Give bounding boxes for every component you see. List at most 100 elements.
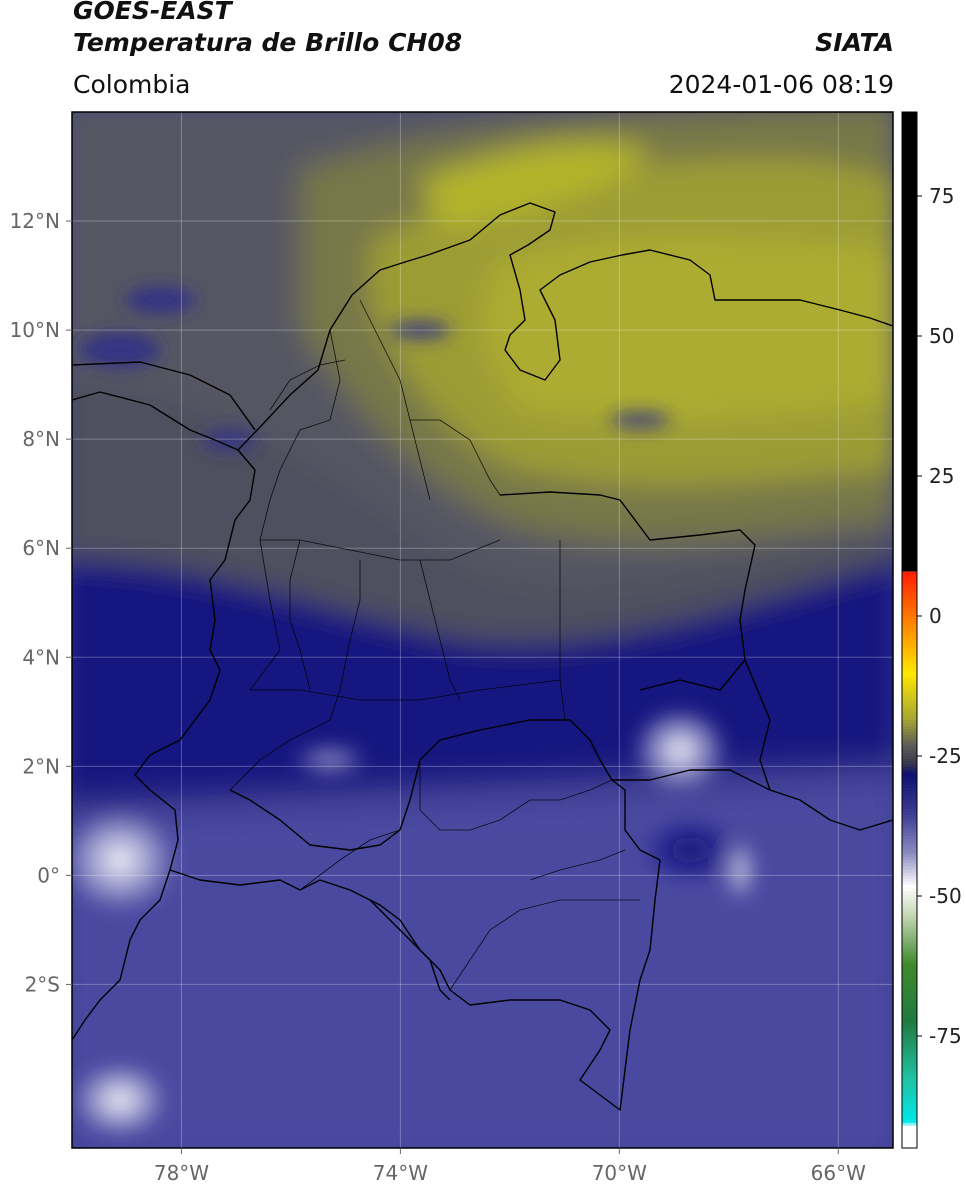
colorbar-segment — [902, 884, 917, 889]
colorbar-segment — [902, 624, 917, 629]
colorbar-segment — [902, 764, 917, 768]
colorbar-segment — [902, 710, 917, 715]
colorbar-segment — [902, 966, 917, 970]
colorbar-segment — [902, 1019, 917, 1023]
colorbar-segment — [902, 1075, 917, 1079]
map-frame — [71, 111, 894, 1149]
colorbar-segment — [902, 735, 917, 740]
colorbar-segment — [902, 860, 917, 865]
colorbar-segment — [902, 595, 917, 599]
colorbar-segment — [902, 639, 917, 644]
colorbar-tick-label: -25 — [929, 744, 962, 768]
latitude-axis: 12°N 10°N 8°N 6°N 4°N 2°N 0° 2°S — [10, 209, 72, 996]
colorbar-segment — [902, 1108, 917, 1112]
colorbar-segment — [902, 636, 917, 641]
colorbar-segment — [902, 969, 917, 973]
colorbar-segment — [902, 1069, 917, 1073]
colorbar-segment — [902, 983, 917, 988]
colorbar-segment — [902, 1013, 917, 1017]
colorbar-segment — [902, 857, 917, 861]
colorbar-segment — [902, 663, 917, 667]
colorbar-segment — [902, 933, 917, 938]
colorbar-segment — [902, 1078, 917, 1082]
organization-label: SIATA — [815, 28, 894, 57]
colorbar-segment — [902, 830, 917, 834]
lat-tick-label: 12°N — [10, 209, 60, 233]
colorbar-segment — [902, 936, 917, 941]
colorbar-segment — [902, 945, 917, 949]
colorbar-segment — [902, 948, 917, 952]
colorbar-segment — [902, 836, 917, 840]
colorbar-segment — [902, 657, 917, 661]
colorbar-segment — [902, 642, 917, 647]
colorbar-segment — [902, 586, 917, 591]
colorbar-segment — [902, 592, 917, 596]
colorbar-segment — [902, 744, 917, 749]
colorbar-segment — [902, 915, 917, 920]
colorbar-segment — [902, 778, 917, 783]
colorbar-segment — [902, 906, 917, 911]
colorbar-segment — [902, 781, 917, 786]
colorbar-segment — [902, 756, 917, 760]
colorbar-segment — [902, 875, 917, 880]
colorbar-segment — [902, 1102, 917, 1106]
colorbar-segment — [902, 601, 917, 605]
colorbar-segment — [902, 1114, 917, 1118]
colorbar-segment — [902, 989, 917, 994]
colorbar-segment — [902, 1030, 917, 1035]
colorbar-segment — [902, 610, 917, 614]
colorbar-segment — [902, 716, 917, 721]
lon-tick-label: 74°W — [373, 1161, 428, 1185]
satellite-title: GOES-EAST — [73, 0, 232, 25]
colorbar-segment — [902, 972, 917, 976]
lat-tick-label: 2°N — [22, 754, 60, 778]
colorbar-segment — [902, 986, 917, 991]
lat-tick-label: 0° — [37, 863, 60, 887]
colorbar-segment — [902, 598, 917, 602]
colorbar-segment — [902, 729, 917, 733]
colorbar-segment — [902, 1096, 917, 1100]
colorbar-tick-label: 75 — [929, 184, 954, 208]
colorbar-segment — [902, 1060, 917, 1065]
colorbar-segment — [902, 761, 917, 765]
colorbar-segment — [902, 767, 917, 771]
colorbar-segment — [902, 589, 917, 594]
lat-tick-label: 2°S — [25, 972, 60, 996]
colorbar-segment — [902, 963, 917, 967]
colorbar-segment — [902, 574, 917, 579]
colorbar-segment — [902, 1045, 917, 1050]
lat-tick-label: 4°N — [22, 645, 60, 669]
colorbar-segment — [902, 738, 917, 743]
colorbar-segment — [902, 618, 917, 623]
colorbar-segment — [902, 648, 917, 652]
colorbar-tick-label: -75 — [929, 1024, 962, 1048]
colorbar-segment — [902, 1072, 917, 1076]
colorbar-segment — [902, 707, 917, 712]
colorbar-segment — [902, 1084, 917, 1088]
colorbar-segment — [902, 719, 917, 724]
colorbar-segment — [902, 1099, 917, 1103]
colorbar-segment — [902, 680, 917, 685]
colorbar-segment — [902, 758, 917, 763]
colorbar-segment — [902, 957, 917, 961]
colorbar-segment — [902, 918, 917, 923]
colorbar-segment — [902, 1105, 917, 1109]
longitude-axis: 78°W 74°W 70°W 66°W — [154, 1148, 866, 1185]
colorbar-segment — [902, 1125, 917, 1148]
colorbar-segment — [902, 571, 917, 576]
colorbar-segment — [902, 577, 917, 582]
colorbar-segment — [902, 851, 917, 855]
colorbar-segment — [902, 669, 917, 673]
colorbar-segment — [902, 672, 917, 676]
colorbar-segment — [902, 666, 917, 670]
colorbar-segment — [902, 604, 917, 608]
colorbar-segment — [902, 580, 917, 585]
colorbar-segment — [902, 1016, 917, 1020]
colorbar-segment — [902, 704, 917, 709]
colorbar-segment — [902, 930, 917, 935]
region-label: Colombia — [73, 70, 191, 99]
colorbar-segment — [902, 1057, 917, 1062]
colorbar-segment — [902, 951, 917, 955]
timestamp-label: 2024-01-06 08:19 — [668, 70, 894, 99]
